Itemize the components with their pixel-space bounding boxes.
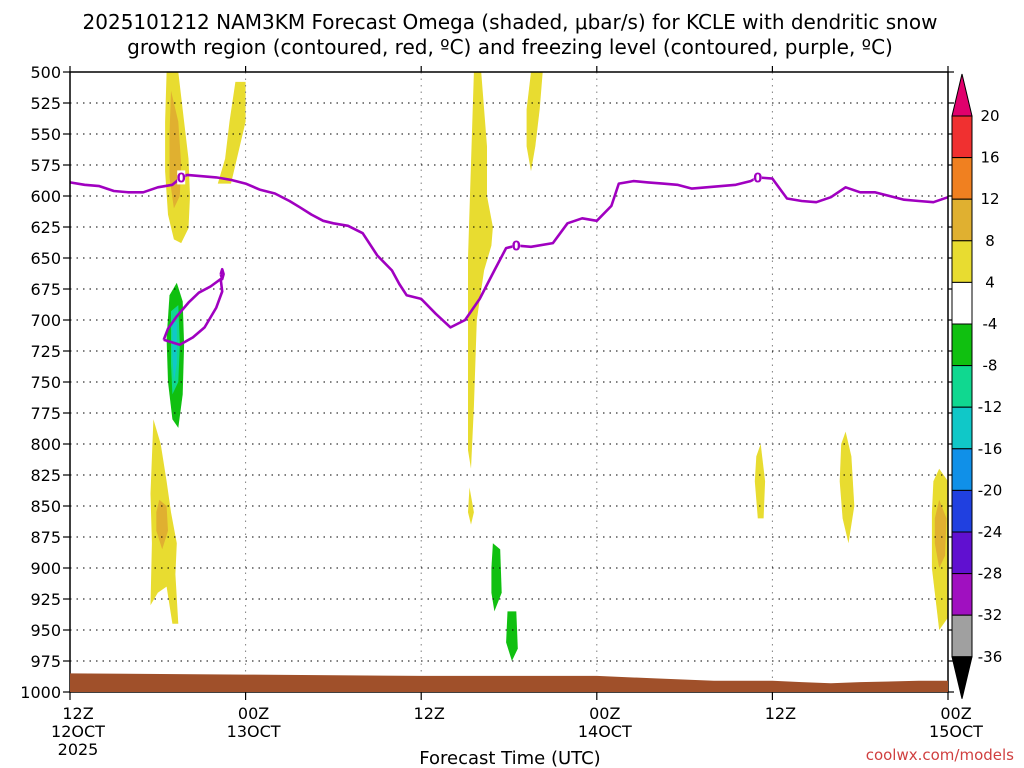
x-tick-label-60-1: 00Z [940,704,971,723]
colorbar-segment-1 [951,115,973,159]
contour-label-bg-1 [512,238,521,253]
x-tick-label-36-1: 00Z [589,704,620,723]
x-tick-label-0-3: 2025 [58,740,99,759]
x-tick-label-36-2: 14OCT [578,722,632,741]
y-tick-label-925: 925 [30,590,61,609]
y-tick-label-950: 950 [30,621,61,640]
x-tick-label-0-2: 12OCT [51,722,105,741]
colorbar-label-3: 8 [985,232,995,250]
colorbar-label-13: -36 [978,648,1003,666]
freezing-level-line [69,173,949,329]
colorbar-segment-4 [951,240,973,283]
omega-region-4 [839,431,855,544]
omega-region-4 [468,487,474,525]
colorbar-label-6: -8 [983,357,998,375]
colorbar-segment-3 [951,198,973,242]
colorbar-label-11: -28 [978,565,1003,583]
colorbar-label-5: -4 [983,315,998,333]
y-tick-label-675: 675 [30,280,61,299]
omega-region-4 [754,444,766,519]
plot-frame [69,71,949,693]
x-axis-label: Forecast Time (UTC) [419,748,600,768]
contour-label-1: 0 [512,240,521,255]
colorbar-label-0: 20 [980,107,999,125]
colorbar-label-9: -20 [978,481,1003,499]
y-tick-label-975: 975 [30,652,61,671]
x-tick-label-0-1: 12Z [62,704,93,723]
omega-region-neg4 [506,611,518,661]
grid-lines [69,71,949,693]
freezing-level-loop-0 [162,277,224,347]
chart-title-line-2: growth region (contoured, red, ºC) and f… [127,35,893,59]
contour-label-bg-2 [753,170,762,185]
y-tick-label-750: 750 [30,373,61,392]
colorbar-label-4: 4 [985,273,995,291]
colorbar-label-10: -24 [978,523,1003,541]
colorbar-segment-11 [951,531,973,575]
contour-label-bg-0 [177,170,186,185]
colorbar-segment-6 [951,323,973,367]
freezing-level-loop-1 [219,267,225,281]
colorbar-label-12: -32 [978,606,1003,624]
colorbar-segment-7 [951,365,973,408]
colorbar-segment-5 [951,281,973,325]
colorbar-segment-9 [951,448,973,491]
x-tick-label-60-2: 15OCT [929,722,983,741]
chart-title-line-1: 2025101212 NAM3KM Forecast Omega (shaded… [83,10,938,34]
y-tick-label-500: 500 [30,63,61,82]
y-tick-label-525: 525 [30,94,61,113]
y-tick-label-875: 875 [30,528,61,547]
colorbar-segment-13 [951,614,973,658]
pressure-axis: 500 525 550 575 600 625 650 675 700 725 750 775 800 8… [20,63,954,702]
x-tick-label-24-1: 12Z [414,704,445,723]
colorbar-segment-12 [951,573,973,616]
contour-label-0: 0 [177,171,186,186]
omega-region-neg4 [491,543,502,612]
y-tick-label-725: 725 [30,342,61,361]
freezing-level-contours: 0 0 0 [69,170,949,347]
y-tick-label-575: 575 [30,156,61,175]
y-tick-label-850: 850 [30,497,61,516]
x-tick-label-12-2: 13OCT [227,722,281,741]
omega-region-8 [156,499,168,550]
colorbar-segment-10 [951,489,973,533]
x-tick-label-48-1: 12Z [765,704,796,723]
y-tick-label-775: 775 [30,404,61,423]
y-tick-label-800: 800 [30,435,61,454]
ground-surface [70,673,948,692]
colorbar: 20 16 12 8 4 -4 -8 -12 -16 -20 -24 -28 -32 -36 [951,73,1003,699]
y-tick-label-900: 900 [30,559,61,578]
y-tick-label-625: 625 [30,218,61,237]
y-tick-label-600: 600 [30,187,61,206]
x-tick-label-12-1: 00Z [238,704,269,723]
credit-text: coolwx.com/models [866,746,1014,764]
colorbar-top-arrow [951,73,973,117]
colorbar-label-2: 12 [980,190,999,208]
omega-shading-layer [150,72,948,661]
colorbar-label-7: -12 [978,398,1003,416]
colorbar-label-1: 16 [980,149,999,167]
colorbar-segment-8 [951,406,973,450]
y-tick-label-1000: 1000 [20,683,61,702]
omega-region-4 [526,72,543,172]
y-tick-label-700: 700 [30,311,61,330]
colorbar-bottom-arrow [951,656,973,699]
colorbar-segment-2 [951,157,973,200]
omega-region-8 [934,499,947,568]
y-tick-label-650: 650 [30,249,61,268]
y-tick-label-550: 550 [30,125,61,144]
y-tick-label-825: 825 [30,466,61,485]
omega-region-4 [468,72,493,469]
colorbar-label-8: -16 [978,440,1003,458]
omega-region-4 [217,81,246,184]
contour-label-2: 0 [753,171,762,186]
